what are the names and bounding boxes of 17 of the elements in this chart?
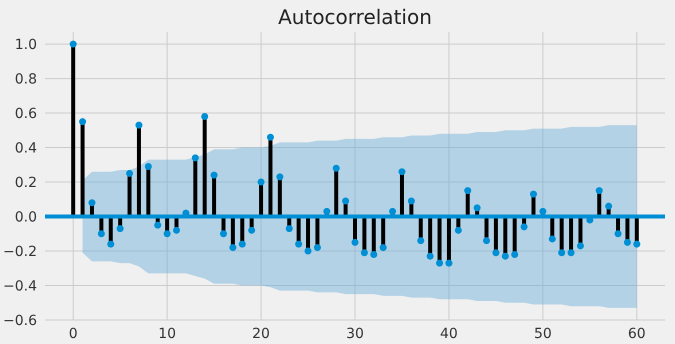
y-tick-label: −0.4: [3, 278, 38, 294]
x-tick-label: 50: [534, 326, 552, 342]
y-tick-label: 0.8: [14, 71, 37, 88]
chart-title: Autocorrelation: [278, 5, 432, 29]
y-tick-label: 0.0: [14, 209, 37, 226]
x-tick-label: 30: [346, 326, 364, 342]
x-tick-label: 40: [440, 326, 458, 342]
x-tick-label: 60: [628, 326, 646, 342]
x-tick-label: 20: [252, 326, 270, 342]
y-tick-label: 0.4: [14, 140, 38, 156]
y-tick-label: 1.0: [14, 36, 37, 53]
x-tick-label: 0: [68, 326, 78, 342]
x-tick-label: 10: [158, 326, 176, 342]
y-tick-label: 0.6: [14, 106, 38, 122]
y-tick-label: 0.2: [14, 174, 37, 191]
y-tick-label: −0.2: [3, 244, 37, 260]
y-tick-label: −0.6: [3, 312, 38, 329]
